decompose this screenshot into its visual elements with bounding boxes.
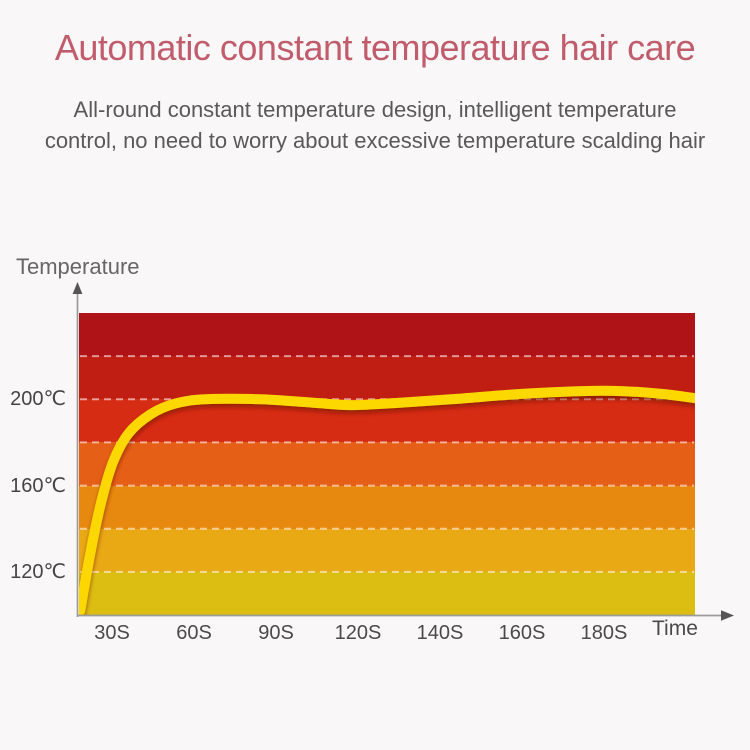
gradient-band-4 [79,442,695,486]
x-tick-label: 160S [498,622,546,644]
plot-area [79,313,695,615]
gradient-band-5 [79,485,695,529]
page-title: Automatic constant temperature hair care [54,27,696,68]
y-tick-label: 120℃ [10,560,66,583]
x-axis-arrow-icon [721,610,734,621]
y-axis-label: Temperature [16,254,140,279]
gradient-band-7 [79,571,695,615]
gradient-band-2 [79,356,695,400]
x-axis-label: Time [652,617,698,640]
y-tick-label: 160℃ [10,474,66,497]
plot-bands [79,313,695,615]
x-tick-label: 90S [258,622,294,644]
x-tick-label: 140S [416,622,464,644]
gradient-band-3 [79,399,695,443]
gradient-band-6 [79,528,695,572]
y-axis-arrow-icon [72,282,83,294]
page-subtitle: All-round constant temperature design, i… [0,94,750,156]
y-tick-label: 200℃ [10,388,66,411]
x-tick-label: 120S [334,622,382,644]
subtitle-line-1: All-round constant temperature design, i… [73,97,677,122]
x-tick-label: 30S [94,622,130,644]
x-tick-label: 180S [580,622,628,644]
x-tick-label: 60S [176,622,212,644]
subtitle-line-2: control, no need to worry about excessiv… [44,128,706,153]
gradient-band-1 [79,313,695,357]
